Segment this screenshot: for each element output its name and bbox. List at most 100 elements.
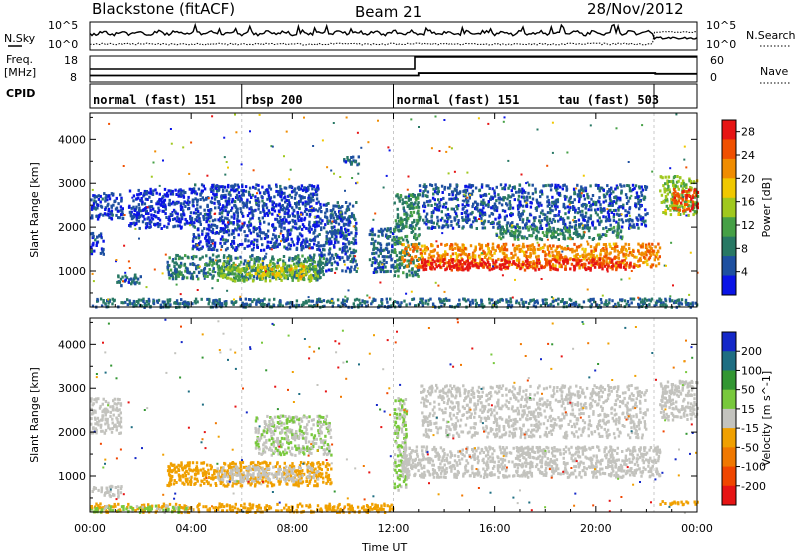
range-cell xyxy=(158,209,160,212)
range-cell xyxy=(434,226,436,229)
range-cell xyxy=(267,245,269,248)
range-cell xyxy=(424,267,426,270)
range-cell xyxy=(479,248,481,251)
range-cell xyxy=(312,209,314,212)
range-cell xyxy=(271,255,273,258)
range-cell xyxy=(338,256,340,259)
range-cell xyxy=(633,223,635,226)
range-cell xyxy=(555,199,557,202)
range-cell xyxy=(540,266,542,269)
range-cell xyxy=(668,188,670,191)
range-cell xyxy=(617,222,619,225)
cpid-mode-label: normal (fast) 151 xyxy=(93,93,216,107)
range-cell xyxy=(181,215,183,218)
range-cell xyxy=(613,209,615,212)
range-cell xyxy=(209,237,211,240)
range-cell xyxy=(501,187,503,190)
range-cell xyxy=(470,244,472,247)
range-cell xyxy=(274,241,276,244)
range-cell xyxy=(208,224,210,227)
range-cell xyxy=(549,226,551,229)
range-cell xyxy=(535,191,537,194)
range-cell xyxy=(222,189,224,192)
range-cell xyxy=(121,210,123,213)
range-cell xyxy=(271,238,273,241)
range-cell xyxy=(196,275,198,278)
freq-strip xyxy=(90,57,697,75)
range-cell xyxy=(269,198,271,201)
range-cell xyxy=(306,240,308,243)
range-cell xyxy=(175,277,177,280)
range-cell xyxy=(220,197,222,200)
range-cell xyxy=(512,244,514,247)
range-cell xyxy=(233,214,235,217)
range-cell xyxy=(642,243,644,246)
range-cell xyxy=(327,232,329,235)
range-cell xyxy=(170,269,172,272)
range-cell xyxy=(692,200,694,203)
range-cell xyxy=(443,254,445,257)
range-cell xyxy=(204,275,206,278)
range-cell xyxy=(306,202,308,205)
range-cell xyxy=(503,256,505,259)
range-cell xyxy=(546,229,548,232)
range-cell xyxy=(438,206,440,209)
range-cell xyxy=(212,228,214,231)
range-cell xyxy=(610,224,612,227)
range-cell xyxy=(332,205,334,208)
range-cell xyxy=(221,207,223,210)
range-cell xyxy=(605,245,607,248)
range-cell xyxy=(292,212,294,215)
range-cell xyxy=(592,194,594,197)
range-cell xyxy=(614,250,616,253)
range-cell xyxy=(271,213,273,216)
range-cell xyxy=(102,248,104,251)
range-cell xyxy=(371,238,373,241)
range-cell xyxy=(252,248,254,251)
range-cell xyxy=(264,204,266,207)
range-cell xyxy=(235,276,237,279)
range-cell xyxy=(234,280,236,283)
range-cell xyxy=(216,249,218,252)
range-cell xyxy=(330,209,332,212)
range-cell xyxy=(441,210,443,213)
range-cell xyxy=(180,202,182,205)
range-cell xyxy=(271,200,273,203)
range-cell xyxy=(120,213,122,216)
range-cell xyxy=(301,228,303,231)
range-cell xyxy=(300,271,302,274)
range-cell xyxy=(193,263,195,266)
range-cell xyxy=(421,245,423,248)
range-cell xyxy=(564,265,566,268)
range-cell xyxy=(372,233,374,236)
range-cell xyxy=(163,201,165,204)
range-cell xyxy=(607,257,609,260)
range-cell xyxy=(587,267,589,270)
range-cell xyxy=(542,184,544,187)
range-cell xyxy=(162,210,164,213)
range-cell xyxy=(507,257,509,260)
range-cell xyxy=(353,249,355,252)
range-cell xyxy=(210,200,212,203)
range-cell xyxy=(286,265,288,268)
range-cell xyxy=(581,204,583,207)
range-cell xyxy=(551,251,553,254)
range-cell xyxy=(259,211,261,214)
range-cell xyxy=(640,259,642,262)
range-cell xyxy=(562,184,564,187)
range-cell xyxy=(407,217,409,220)
range-cell xyxy=(231,245,233,248)
range-cell xyxy=(249,218,251,221)
range-cell xyxy=(228,211,230,214)
range-cell xyxy=(481,244,483,247)
range-cell xyxy=(347,267,349,270)
range-cell xyxy=(257,264,259,267)
range-cell xyxy=(640,246,642,249)
range-cell xyxy=(160,198,162,201)
range-cell xyxy=(231,216,233,219)
range-cell xyxy=(179,221,181,224)
range-cell xyxy=(310,259,312,262)
range-cell xyxy=(599,236,601,239)
range-cell xyxy=(437,187,439,190)
range-cell xyxy=(634,204,636,207)
